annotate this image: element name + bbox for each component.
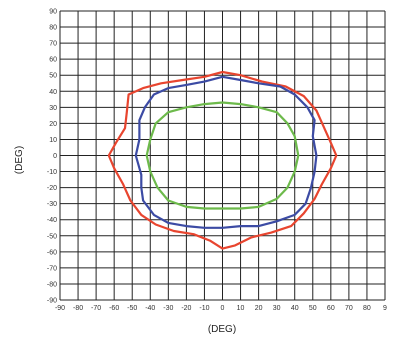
y-tick-label: -70 [47, 265, 57, 272]
x-tick-label: 9 [383, 305, 387, 312]
y-tick-label: 20 [49, 121, 57, 128]
y-tick-label: 40 [49, 89, 57, 96]
series-line-2 [134, 75, 318, 229]
grid [59, 10, 386, 301]
x-tick-label: 50 [309, 305, 317, 312]
x-tick-label: -90 [55, 305, 65, 312]
y-tick-label: -20 [47, 185, 57, 192]
x-tick-label: -10 [199, 305, 209, 312]
y-tick-label: 50 [49, 73, 57, 80]
series-line-1 [107, 70, 338, 250]
y-tick-label: -80 [47, 281, 57, 288]
x-tick-label: 0 [221, 305, 225, 312]
x-tick-label: -30 [163, 305, 173, 312]
x-tick-label: -60 [109, 305, 119, 312]
x-tick-label: -50 [127, 305, 137, 312]
y-axis-label: (DEG) [14, 146, 25, 174]
y-tick-label: 60 [49, 57, 57, 64]
series-line-3 [145, 101, 300, 210]
y-tick-label: 0 [53, 153, 57, 160]
x-tick-label: -70 [91, 305, 101, 312]
y-tick-label: -10 [47, 169, 57, 176]
series-layer [107, 70, 338, 250]
x-tick-label: -20 [181, 305, 191, 312]
x-tick-label: 60 [327, 305, 335, 312]
x-tick-label: -80 [73, 305, 83, 312]
y-tick-label: 10 [49, 137, 57, 144]
y-tick-label: 30 [49, 105, 57, 112]
y-tick-label: -50 [47, 233, 57, 240]
x-tick-label: -40 [145, 305, 155, 312]
x-tick-label: 70 [345, 305, 353, 312]
y-tick-label: -60 [47, 249, 57, 256]
y-tick-label: 80 [49, 25, 57, 32]
x-tick-label: 40 [291, 305, 299, 312]
x-tick-labels: -90 -80 -70 -60 -50 -40 -30 -20 -10 0 10 20 30 40 50 60… [55, 305, 387, 312]
x-tick-label: 10 [237, 305, 245, 312]
x-tick-label: 20 [255, 305, 263, 312]
x-axis-label: (DEG) [208, 324, 236, 335]
y-tick-label: 70 [49, 41, 57, 48]
x-tick-label: 80 [363, 305, 371, 312]
y-tick-labels: 90 80 70 60 50 40 30 20 10 0 -10 -20 -30 -40 -50 -60 -70… [47, 9, 57, 305]
y-tick-label: -90 [47, 298, 57, 305]
x-tick-label: 30 [273, 305, 281, 312]
y-tick-label: -30 [47, 201, 57, 208]
y-tick-label: 90 [49, 9, 57, 16]
y-tick-label: -40 [47, 217, 57, 224]
